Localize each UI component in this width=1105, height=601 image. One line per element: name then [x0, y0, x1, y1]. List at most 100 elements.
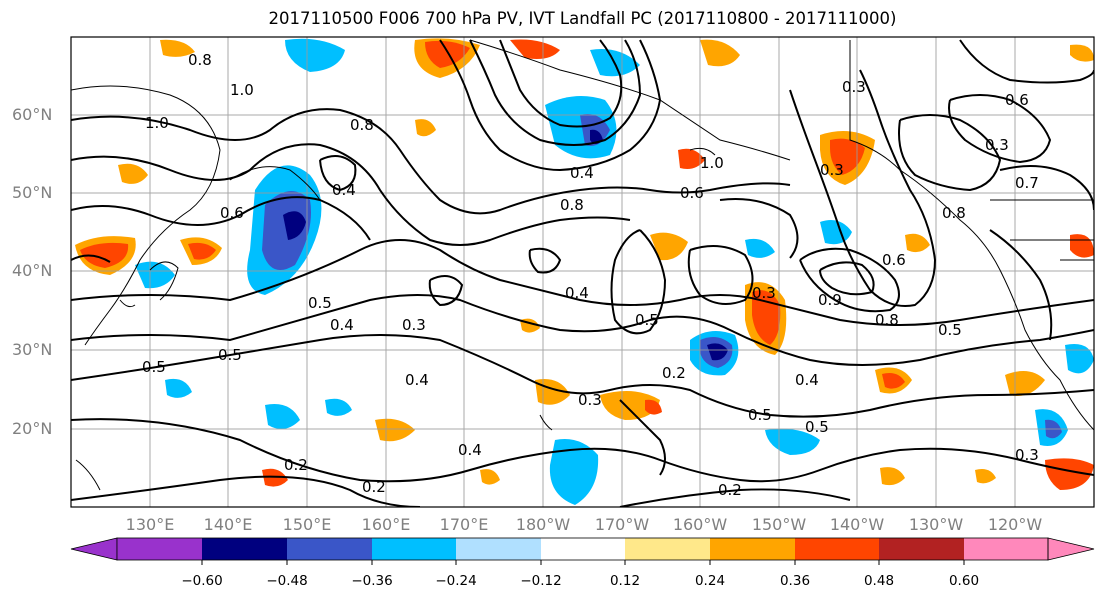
- colorbar-segment: [541, 538, 625, 560]
- colorbar-min-extension: [70, 537, 118, 561]
- contour-label: 0.4: [565, 284, 589, 302]
- shading-negative: [325, 398, 352, 416]
- contour-label: 0.4: [405, 371, 429, 389]
- colorbar-segment: [879, 538, 964, 560]
- lon-label: 170°W: [594, 515, 650, 534]
- colorbar-segment: [117, 538, 202, 560]
- map-frame: [70, 36, 1095, 508]
- shading-positive: [905, 233, 930, 253]
- contour-label: 0.2: [284, 456, 308, 474]
- contour-label: 0.5: [635, 311, 659, 329]
- shading-positive: [480, 469, 500, 485]
- lon-label: 140°E: [203, 515, 253, 534]
- pv-contours: [71, 39, 1094, 507]
- lat-label: 50°N: [12, 183, 53, 202]
- shading-positive: [1045, 458, 1094, 490]
- contour-label: 0.3: [1015, 446, 1039, 464]
- lon-label: 160°W: [672, 515, 728, 534]
- contour-label: 0.4: [332, 181, 356, 199]
- contour-label: 0.4: [795, 371, 819, 389]
- lat-label: 40°N: [12, 261, 53, 280]
- lon-label: 180°W: [515, 515, 571, 534]
- colorbar-tick-label: 0.60: [948, 573, 980, 589]
- lon-label: 130°E: [125, 515, 175, 534]
- colorbar-segment: [456, 538, 541, 560]
- contour-label: 0.8: [560, 196, 584, 214]
- contour-label: 0.4: [570, 164, 594, 182]
- colorbar-tick-label: 0.24: [694, 573, 726, 589]
- contour-label: 1.0: [145, 114, 169, 132]
- contour-label: 0.6: [220, 204, 244, 222]
- shading-positive: [975, 469, 996, 484]
- lat-label: 20°N: [12, 419, 53, 438]
- lon-label: 120°W: [987, 515, 1043, 534]
- shading-negative: [820, 219, 852, 245]
- lat-label: 30°N: [12, 340, 53, 359]
- shading-negative: [707, 343, 728, 361]
- contour-label: 0.4: [330, 316, 354, 334]
- contour-label: 0.8: [942, 204, 966, 222]
- shading-positive: [262, 468, 288, 487]
- shading-positive: [700, 39, 740, 67]
- colorbar-tick-label: −0.36: [351, 573, 393, 589]
- colorbar-segment: [202, 538, 287, 560]
- colorbar-segment: [710, 538, 795, 560]
- contour-label: 0.5: [142, 358, 166, 376]
- contour-label: 1.0: [230, 81, 254, 99]
- colorbar-tick-label: 0.48: [863, 573, 895, 589]
- contour-label: 0.7: [1015, 174, 1039, 192]
- colorbar-segment: [795, 538, 879, 560]
- contour-labels: 0.8 1.0 1.0 0.8 0.4 0.6 0.5 0.4 0.3 0.5 …: [142, 51, 1039, 499]
- contour-label: 0.8: [188, 51, 212, 69]
- contour-label: 0.3: [752, 284, 776, 302]
- contour-label: 0.8: [350, 116, 374, 134]
- map-title: 2017110500 F006 700 hPa PV, IVT Landfall…: [268, 9, 897, 28]
- contour-label: 0.6: [680, 184, 704, 202]
- contour-label: 0.2: [662, 364, 686, 382]
- colorbar-segment: [372, 538, 456, 560]
- contour-label: 0.5: [805, 418, 829, 436]
- lon-label: 160°E: [361, 515, 411, 534]
- shading-negative: [549, 439, 599, 505]
- shading-positive: [882, 373, 905, 389]
- shading-negative: [285, 38, 345, 72]
- shading-negative: [165, 378, 192, 398]
- colorbar-frame: [116, 537, 1049, 561]
- colorbar-tick-label: −0.60: [181, 573, 223, 589]
- colorbar-tick-label: −0.24: [435, 573, 477, 589]
- shading-positive: [375, 418, 415, 442]
- contour-label: 0.3: [985, 136, 1009, 154]
- colorbar-segment: [964, 538, 1048, 560]
- colorbar-segment: [287, 538, 372, 560]
- lon-label: 150°E: [282, 515, 332, 534]
- contour-label: 0.6: [1005, 91, 1029, 109]
- shading-negative: [135, 261, 175, 289]
- colorbar-tick-label: −0.12: [520, 573, 562, 589]
- shading-positive: [188, 242, 216, 260]
- shading-positive: [645, 399, 662, 415]
- contour-label: 0.9: [818, 291, 842, 309]
- lon-label: 170°E: [439, 515, 489, 534]
- colorbar-max-extension: [1047, 537, 1095, 561]
- contour-label: 0.3: [820, 161, 844, 179]
- contour-label: 0.3: [842, 78, 866, 96]
- shading-positive: [600, 391, 660, 420]
- shading-positive: [678, 148, 705, 169]
- contour-label: 0.2: [718, 481, 742, 499]
- shading-negative: [265, 404, 300, 429]
- colorbar: [70, 537, 1095, 565]
- shading-negative: [283, 211, 306, 240]
- shading-positive: [1070, 44, 1094, 62]
- colorbar-segment: [625, 538, 710, 560]
- contour-label: 0.5: [308, 294, 332, 312]
- colorbar-tick-label: −0.48: [266, 573, 308, 589]
- contour-label: 0.5: [218, 346, 242, 364]
- shading-positive: [425, 40, 470, 68]
- lon-label: 140°W: [829, 515, 885, 534]
- colorbar-ticks: [201, 560, 965, 565]
- shading-negative: [590, 129, 603, 144]
- lat-label: 60°N: [12, 105, 53, 124]
- contour-label: 0.5: [938, 321, 962, 339]
- contour-label: 0.6: [882, 251, 906, 269]
